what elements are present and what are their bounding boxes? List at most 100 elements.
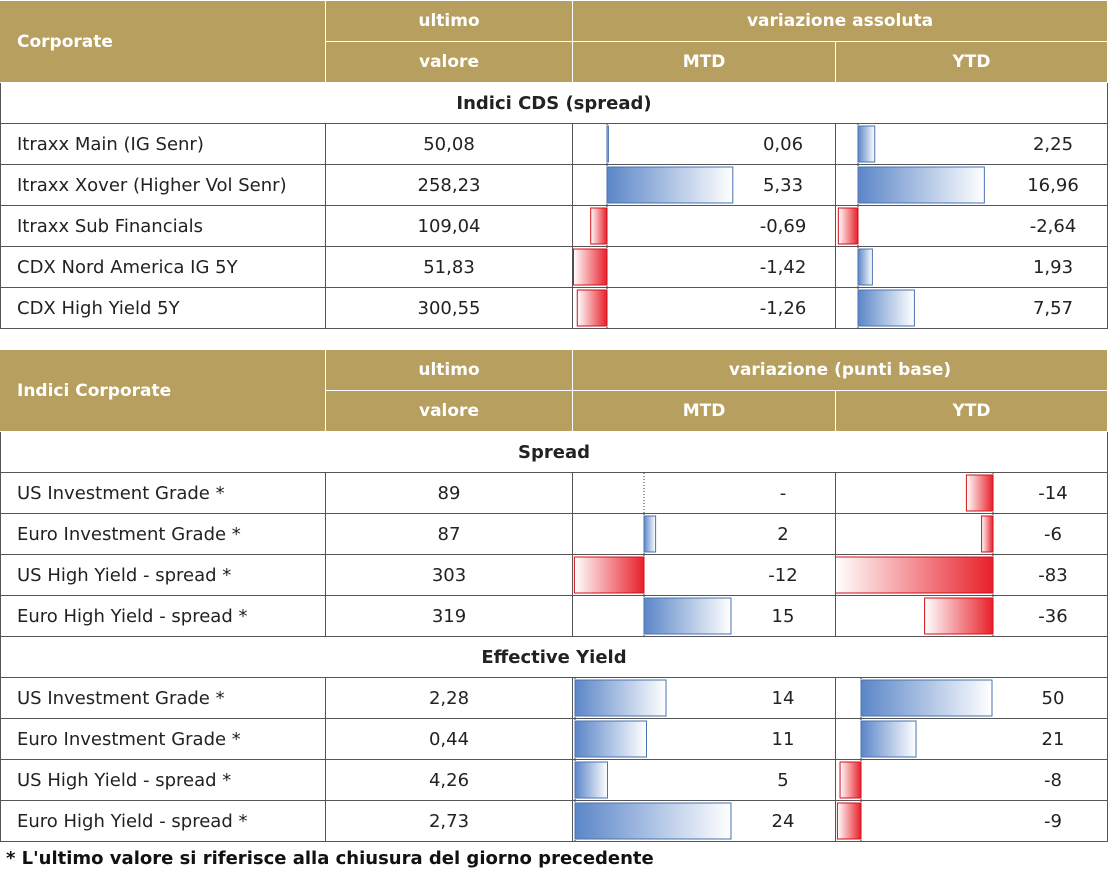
ytd-bar xyxy=(857,125,876,163)
row-ytd-value: -6 xyxy=(1044,523,1062,545)
ytd-bar-chart xyxy=(860,719,917,759)
ytd-bar-chart xyxy=(857,124,876,164)
row-mtd-value: -1,42 xyxy=(759,256,807,278)
ytd-bar xyxy=(860,679,993,717)
table-row: US Investment Grade * 2,28 14 50 xyxy=(0,677,1108,719)
row-ytd-cell: 1,93 xyxy=(834,246,1108,288)
header-last-value-1: ultimo xyxy=(325,0,573,42)
mtd-bar xyxy=(606,166,734,204)
header-label: Corporate xyxy=(0,0,326,83)
row-last-value: 258,23 xyxy=(325,164,573,206)
row-ytd-value: 21 xyxy=(1041,728,1065,750)
ytd-bar xyxy=(965,474,994,512)
row-mtd-cell: 5,33 xyxy=(572,164,836,206)
row-last-value: 87 xyxy=(325,513,573,555)
header-change: variazione assoluta xyxy=(571,0,1108,42)
row-last-value: 50,08 xyxy=(325,123,573,165)
mtd-bar-chart xyxy=(574,678,667,718)
row-name: Euro High Yield - spread * xyxy=(0,800,326,842)
table-row: Itraxx Sub Financials 109,04 -0,69 -2,64 xyxy=(0,205,1108,247)
mtd-bar xyxy=(643,597,732,635)
row-name: Itraxx Sub Financials xyxy=(0,205,326,247)
row-ytd-cell: -6 xyxy=(834,513,1108,555)
row-mtd-cell: 11 xyxy=(572,718,836,760)
mtd-bar xyxy=(573,556,645,594)
row-ytd-cell: 21 xyxy=(834,718,1108,760)
mtd-bar-chart xyxy=(574,760,608,800)
row-last-value: 300,55 xyxy=(325,287,573,329)
row-mtd-cell: 5 xyxy=(572,759,836,801)
mtd-bar-chart xyxy=(573,247,608,287)
row-mtd-cell: -0,69 xyxy=(572,205,836,247)
row-mtd-value: 0,06 xyxy=(762,133,804,155)
row-ytd-value: 1,93 xyxy=(1032,256,1074,278)
corporate-indices-table: Indici Corporate ultimo variazione (punt… xyxy=(0,349,1108,842)
table-header-row: Corporate ultimo variazione assoluta xyxy=(0,0,1108,83)
ytd-bar xyxy=(837,207,859,245)
table-row: US Investment Grade * 89 - -14 xyxy=(0,472,1108,514)
ytd-bar-chart xyxy=(857,165,985,205)
header-last-value-1: ultimo xyxy=(325,349,573,391)
row-mtd-value: -1,26 xyxy=(759,297,807,319)
row-mtd-cell: -1,42 xyxy=(572,246,836,288)
mtd-bar-chart xyxy=(590,206,608,246)
row-ytd-cell: -14 xyxy=(834,472,1108,514)
row-mtd-value: 11 xyxy=(771,728,795,750)
mtd-bar-chart xyxy=(573,555,645,595)
row-last-value: 2,73 xyxy=(325,800,573,842)
row-mtd-cell: 0,06 xyxy=(572,123,836,165)
ytd-bar xyxy=(839,761,862,799)
row-mtd-value: 5 xyxy=(777,769,789,791)
mtd-bar-chart xyxy=(574,801,732,841)
row-last-value: 51,83 xyxy=(325,246,573,288)
mtd-bar-chart xyxy=(643,473,645,513)
row-ytd-cell: 2,25 xyxy=(834,123,1108,165)
table-row: Itraxx Xover (Higher Vol Senr) 258,23 5,33… xyxy=(0,164,1108,206)
row-mtd-value: 15 xyxy=(771,605,795,627)
row-ytd-value: -9 xyxy=(1044,810,1062,832)
header-last-value-2: valore xyxy=(325,390,573,432)
section-row: Spread xyxy=(0,431,1108,473)
mtd-bar xyxy=(576,289,608,327)
header-mtd: MTD xyxy=(572,390,836,432)
mtd-bar xyxy=(574,720,647,758)
row-ytd-cell: 16,96 xyxy=(834,164,1108,206)
row-name: Euro Investment Grade * xyxy=(0,513,326,555)
header-last-value-2: valore xyxy=(325,41,573,83)
table-row: Itraxx Main (IG Senr) 50,08 0,06 2,25 xyxy=(0,123,1108,165)
row-ytd-cell: -83 xyxy=(834,554,1108,596)
mtd-bar-chart xyxy=(643,596,732,636)
table-row: Euro High Yield - spread * 319 15 -36 xyxy=(0,595,1108,637)
ytd-bar xyxy=(924,597,994,635)
footnote: * L'ultimo valore si riferisce alla chiu… xyxy=(6,848,654,869)
table-header-row: valore MTD YTD xyxy=(1,390,1108,432)
row-mtd-value: 5,33 xyxy=(762,174,804,196)
row-name: CDX High Yield 5Y xyxy=(0,287,326,329)
row-ytd-cell: -8 xyxy=(834,759,1108,801)
ytd-bar xyxy=(981,515,994,553)
ytd-bar xyxy=(857,289,915,327)
table-row: Euro Investment Grade * 87 2 -6 xyxy=(0,513,1108,555)
row-name: US Investment Grade * xyxy=(0,472,326,514)
table-row: Euro Investment Grade * 0,44 11 21 xyxy=(0,718,1108,760)
row-ytd-cell: -9 xyxy=(834,800,1108,842)
section-row: Indici CDS (spread) xyxy=(0,82,1108,124)
ytd-bar-chart xyxy=(836,801,862,841)
row-ytd-cell: 50 xyxy=(834,677,1108,719)
row-ytd-value: -14 xyxy=(1038,482,1068,504)
row-ytd-value: 50 xyxy=(1041,687,1065,709)
row-mtd-value: -0,69 xyxy=(759,215,807,237)
row-last-value: 109,04 xyxy=(325,205,573,247)
row-name: US Investment Grade * xyxy=(0,677,326,719)
mtd-bar-chart xyxy=(576,288,608,328)
header-ytd: YTD xyxy=(834,390,1108,432)
row-last-value: 319 xyxy=(325,595,573,637)
row-name: US High Yield - spread * xyxy=(0,554,326,596)
row-name: Euro Investment Grade * xyxy=(0,718,326,760)
section-title: Indici CDS (spread) xyxy=(0,82,1108,124)
ytd-bar-chart xyxy=(857,288,915,328)
mtd-bar xyxy=(574,802,732,840)
row-mtd-cell: 15 xyxy=(572,595,836,637)
row-mtd-cell: - xyxy=(572,472,836,514)
ytd-bar-chart xyxy=(839,760,862,800)
